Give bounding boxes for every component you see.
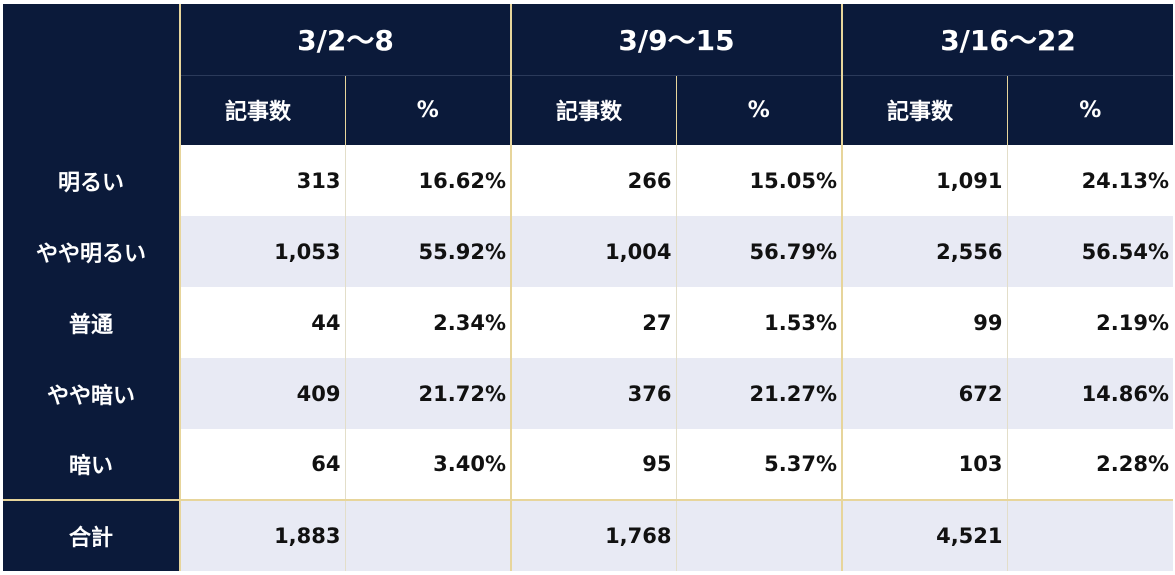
- count-header-1: 記事数: [179, 74, 345, 145]
- row-label: 暗い: [3, 429, 180, 500]
- percent-cell: 56.54%: [1006, 216, 1174, 287]
- total-row: 合計 1,883 1,768 4,521: [3, 499, 1174, 571]
- total-percent-empty: [344, 499, 511, 571]
- count-cell: 99: [841, 287, 1008, 358]
- percent-cell: 16.62%: [344, 145, 511, 216]
- percent-cell: 14.86%: [1006, 358, 1174, 429]
- count-cell: 1,004: [510, 216, 676, 287]
- table-row: 暗い 64 3.40% 95 5.37% 103 2.28%: [3, 429, 1174, 500]
- percent-cell: 2.19%: [1006, 287, 1174, 358]
- week-header-1: 3/2〜8: [179, 4, 511, 75]
- count-cell: 409: [179, 358, 345, 429]
- sentiment-table: 3/2〜8 3/9〜15 3/16〜22 記事数 % 記事数 % 記事数 % 明…: [3, 4, 1174, 571]
- count-cell: 64: [179, 429, 345, 500]
- count-cell: 1,053: [179, 216, 345, 287]
- count-cell: 2,556: [841, 216, 1008, 287]
- week-header-3: 3/16〜22: [841, 4, 1174, 75]
- table-row: 普通 44 2.34% 27 1.53% 99 2.19%: [3, 287, 1174, 358]
- total-percent-empty: [675, 499, 843, 571]
- percent-cell: 3.40%: [344, 429, 511, 500]
- total-count-cell: 1,883: [179, 499, 345, 571]
- count-cell: 103: [841, 429, 1008, 500]
- week-header-2: 3/9〜15: [509, 4, 843, 75]
- total-percent-empty: [1006, 499, 1174, 571]
- percent-cell: 2.28%: [1006, 429, 1174, 500]
- table-row: やや明るい 1,053 55.92% 1,004 56.79% 2,556 56…: [3, 216, 1174, 287]
- percent-cell: 1.53%: [675, 287, 843, 358]
- percent-cell: 24.13%: [1006, 145, 1174, 216]
- count-cell: 95: [510, 429, 676, 500]
- sentiment-table-container: 3/2〜8 3/9〜15 3/16〜22 記事数 % 記事数 % 記事数 % 明…: [3, 4, 1174, 571]
- row-label: 普通: [3, 287, 180, 358]
- table-row: やや暗い 409 21.72% 376 21.27% 672 14.86%: [3, 358, 1174, 429]
- percent-header-2: %: [675, 74, 843, 145]
- total-count-cell: 4,521: [841, 499, 1008, 571]
- count-header-2: 記事数: [510, 74, 676, 145]
- percent-header-1: %: [344, 74, 511, 145]
- count-cell: 27: [510, 287, 676, 358]
- row-label: やや明るい: [3, 216, 180, 287]
- percent-cell: 2.34%: [344, 287, 511, 358]
- percent-cell: 21.27%: [675, 358, 843, 429]
- total-count-cell: 1,768: [510, 499, 676, 571]
- row-label: やや暗い: [3, 358, 180, 429]
- count-header-3: 記事数: [841, 74, 1008, 145]
- corner-cell: [3, 4, 180, 145]
- percent-cell: 5.37%: [675, 429, 843, 500]
- percent-cell: 15.05%: [675, 145, 843, 216]
- row-label: 明るい: [3, 145, 180, 216]
- week-header-row: 3/2〜8 3/9〜15 3/16〜22: [3, 4, 1174, 145]
- count-cell: 672: [841, 358, 1008, 429]
- sub-header-row: 記事数 % 記事数 % 記事数 %: [3, 74, 1174, 145]
- count-cell: 1,091: [841, 145, 1008, 216]
- percent-cell: 56.79%: [675, 216, 843, 287]
- count-cell: 313: [179, 145, 345, 216]
- count-cell: 376: [510, 358, 676, 429]
- total-label: 合計: [3, 499, 180, 571]
- percent-cell: 55.92%: [344, 216, 511, 287]
- count-cell: 44: [179, 287, 345, 358]
- table-row: 明るい 313 16.62% 266 15.05% 1,091 24.13%: [3, 145, 1174, 216]
- count-cell: 266: [510, 145, 676, 216]
- percent-cell: 21.72%: [344, 358, 511, 429]
- percent-header-3: %: [1006, 74, 1174, 145]
